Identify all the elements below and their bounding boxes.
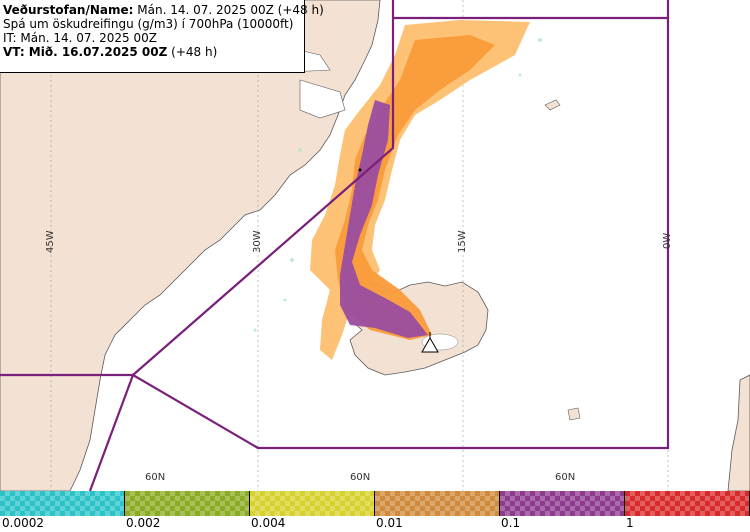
ash-plume-high [340,100,428,338]
info-line-1: Veðurstofan/Name: Mán. 14. 07. 2025 00Z … [3,3,324,17]
legend-tick-3: 0.004 [251,516,286,530]
lon-label-30w: 30W [252,230,263,253]
lon-label-45w: 45W [45,230,56,253]
lon-label-0w: 0W [662,232,673,249]
legend-tick-1: 0.0002 [2,516,44,530]
legend-tick-5: 0.1 [501,516,521,530]
volcano-icon [421,332,439,353]
legend-swatch-1 [0,491,125,516]
info-line-4: VT: Mið. 16.07.2025 00Z (+48 h) [3,45,218,59]
info-line-2: Spá um öskudreifingu (g/m3) í 700hPa (10… [3,17,294,31]
legend-swatch-6 [625,491,750,516]
airspace-boundary [0,0,670,491]
legend-tick-4: 0.01 [376,516,403,530]
info-line-3: IT: Mán. 14. 07. 2025 00Z [3,31,157,45]
legend-swatch-2 [125,491,250,516]
legend-swatch-5 [500,491,625,516]
lat-label-1: 60N [145,472,166,483]
lat-label-3: 60N [555,472,576,483]
map-canvas [0,0,750,491]
lat-label-2: 60N [350,472,371,483]
concentration-legend: 0.0002 0.002 0.004 0.01 0.1 1 [0,491,750,532]
lon-label-15w: 15W [457,230,468,253]
greenland-land [0,0,381,491]
legend-swatch-3 [250,491,375,516]
legend-tick-6: 1 [626,516,634,530]
forecast-info-box: Veðurstofan/Name: Mán. 14. 07. 2025 00Z … [0,0,324,73]
legend-tick-2: 0.002 [126,516,161,530]
legend-swatch-4 [375,491,500,516]
